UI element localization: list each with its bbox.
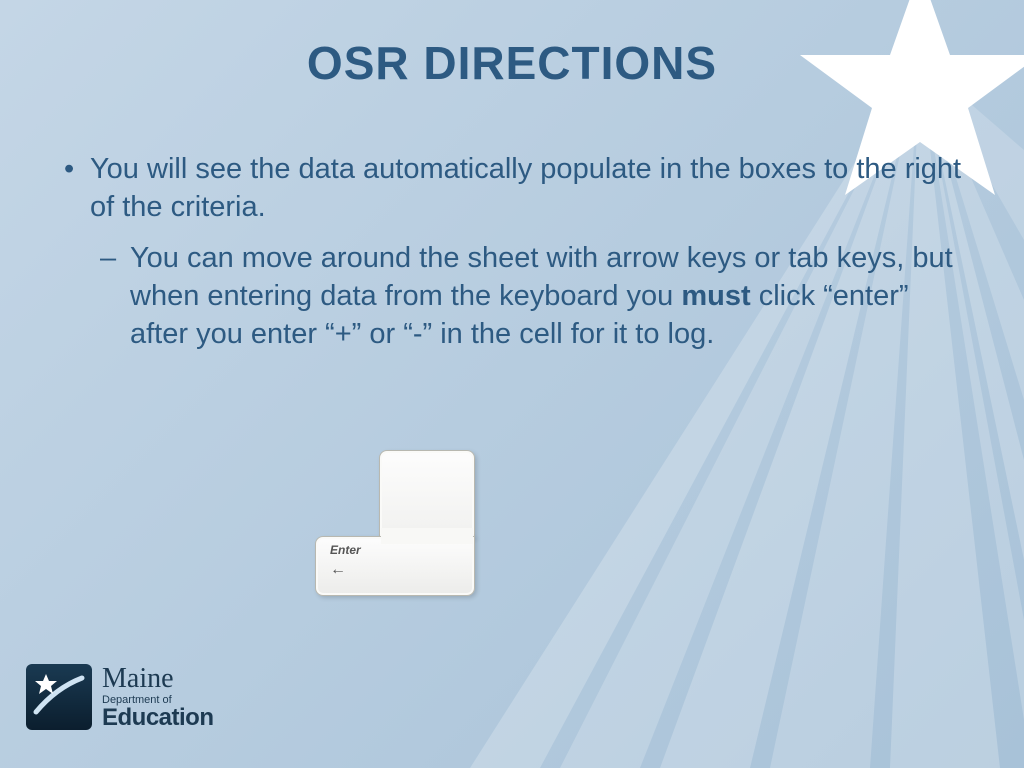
- slide: OSR DIRECTIONS You will see the data aut…: [0, 0, 1024, 768]
- logo-text: Maine Department of Education: [102, 665, 214, 730]
- arrow-left-icon: ←: [330, 561, 346, 579]
- slide-body: You will see the data automatically popu…: [60, 150, 964, 353]
- enter-key-bottom: Enter ←: [315, 536, 475, 596]
- enter-key-joint: [381, 528, 473, 544]
- enter-key-top: [379, 450, 475, 538]
- bullet-seg-bold: must: [681, 280, 750, 312]
- enter-key-label: Enter: [330, 543, 361, 557]
- maine-doe-logo: Maine Department of Education: [26, 652, 266, 742]
- bullet-level-1: You will see the data automatically popu…: [60, 150, 964, 227]
- slide-title: OSR DIRECTIONS: [0, 36, 1024, 90]
- bullet-text: You will see the data automatically popu…: [90, 153, 961, 223]
- logo-line3: Education: [102, 706, 214, 730]
- logo-star-swoosh-icon: [32, 668, 86, 722]
- logo-line1: Maine: [102, 665, 214, 693]
- logo-mark: [26, 664, 92, 730]
- bullet-level-2: You can move around the sheet with arrow…: [60, 239, 964, 354]
- enter-key-graphic: Enter ←: [315, 450, 475, 596]
